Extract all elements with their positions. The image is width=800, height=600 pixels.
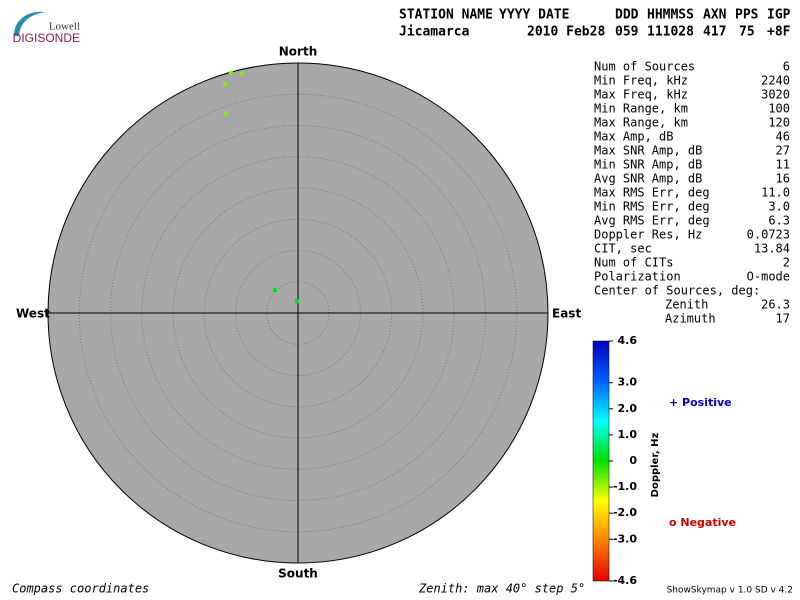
source-point [228,70,233,75]
stat-value: O-mode [747,270,790,284]
header-value: +8F [767,25,791,40]
footer-left: Compass coordinates [12,582,149,596]
dir-east: East [552,307,581,321]
colorbar-tick-label: 1.0 [618,428,638,441]
stat-value: 100 [768,102,790,116]
stat-label: Zenith [665,298,708,312]
dir-south: South [278,567,318,581]
colorbar-tick-label: -2.0 [613,506,637,519]
stat-value: 11 [776,158,790,172]
colorbar-tick-label: -4.6 [613,574,637,587]
stat-value: 17 [776,312,790,326]
logo-top: Lowell [49,21,80,33]
stat-value: 11.0 [761,186,790,200]
stat-label: Doppler Res, Hz [594,228,702,242]
legend-entry: o Negative [669,516,736,529]
colorbar-title: Doppler, Hz [650,433,661,498]
source-point [223,82,228,87]
source-point [223,111,228,116]
stat-label: CIT, sec [594,242,652,256]
stat-label: Min RMS Err, deg [594,200,710,214]
stat-label: Max Range, km [594,116,688,130]
legend-entry: + Positive [669,396,732,409]
source-point [239,71,244,76]
stat-label: Min SNR Amp, dB [594,158,702,172]
header-value: 111028 [647,25,694,40]
colorbar-tick-label: -1.0 [613,480,637,493]
header-label: AXN [703,8,727,23]
stat-value: 6.3 [768,214,790,228]
header-value: 059 [615,25,638,40]
stat-label: Azimuth [665,312,716,326]
footer-center: Zenith: max 40° step 5° [418,582,585,596]
stat-value: 6 [783,60,790,74]
stat-section: Center of Sources, deg: [594,284,760,298]
source-point [294,299,299,304]
stat-label: Max SNR Amp, dB [594,144,702,158]
stat-value: 27 [776,144,790,158]
colorbar-tick-label: 2.0 [618,402,638,415]
stat-label: Max RMS Err, deg [594,186,710,200]
stat-label: Polarization [594,270,681,284]
stat-value: 2 [783,256,790,270]
dir-west: West [16,307,50,321]
stat-value: 46 [776,130,790,144]
header-label: IGP [767,8,791,23]
header-label: STATION NAME [399,8,493,23]
colorbar [592,340,610,582]
stat-value: 13.84 [754,242,790,256]
stat-label: Avg RMS Err, deg [594,214,710,228]
header-label: HHMMSS [647,8,694,23]
stat-label: Min Range, km [594,102,688,116]
dir-north: North [279,45,317,59]
stat-label: Max Freq, kHz [594,88,688,102]
stat-label: Avg SNR Amp, dB [594,172,702,186]
header-label: PPS [735,8,759,23]
header-label: DDD [615,8,639,23]
source-point [273,288,278,293]
colorbar-tick-label: 3.0 [618,376,638,389]
stat-value: 120 [768,116,790,130]
header-value: 75 [739,25,755,40]
stat-value: 2240 [761,74,790,88]
stat-label: Num of CITs [594,256,673,270]
footer-right: ShowSkymap v 1.0 SD v 4.2 [667,586,793,596]
colorbar-tick-label: 0 [629,454,637,467]
stat-label: Max Amp, dB [594,130,673,144]
logo-bottom: DIGISONDE [13,31,80,45]
stat-value: 0.0723 [747,228,790,242]
header-value: Jicamarca [399,25,470,40]
stat-value: 16 [776,172,790,186]
stat-value: 3.0 [768,200,790,214]
colorbar-tick-label: 4.6 [618,334,638,347]
logo-swoosh [14,11,46,36]
stat-label: Min Freq, kHz [594,74,688,88]
stat-label: Num of Sources [594,60,695,74]
colorbar-tick-label: -3.0 [613,532,637,545]
stat-value: 3020 [761,88,790,102]
header-value: 417 [703,25,726,40]
stat-value: 26.3 [761,298,790,312]
header-value: 2010 Feb28 [527,25,605,40]
header-label: YYYY DATE [499,8,569,23]
